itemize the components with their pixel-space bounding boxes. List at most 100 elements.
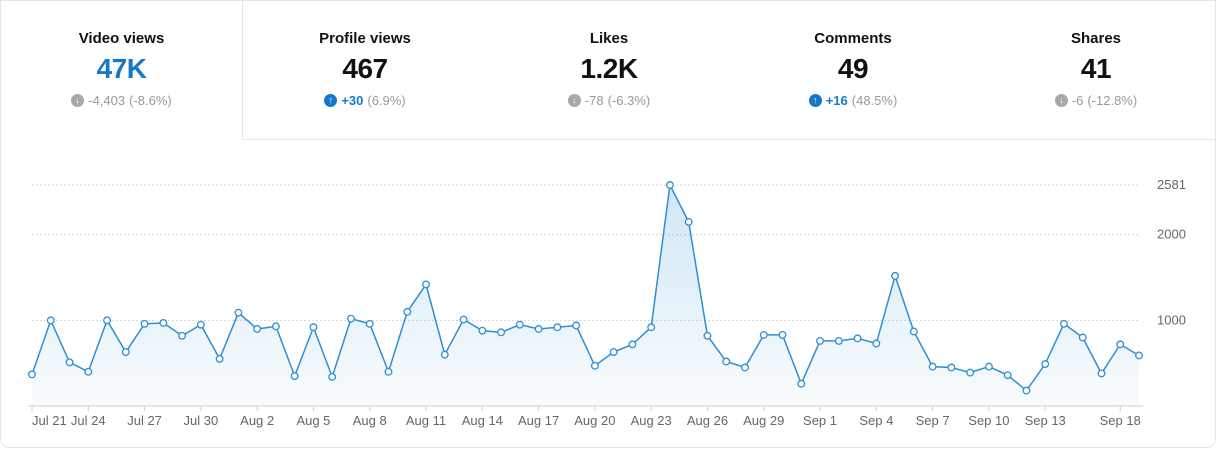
data-point[interactable] — [647, 323, 656, 332]
data-point[interactable] — [759, 330, 768, 339]
data-point[interactable] — [309, 323, 318, 332]
tab-comments[interactable]: Comments 49 ↑ +16 (48.5%) — [731, 1, 975, 139]
tab-shares[interactable]: Shares 41 ↓ -6 (-12.8%) — [975, 1, 1217, 139]
data-point[interactable] — [459, 315, 468, 324]
y-tick-label: 2000 — [1157, 227, 1186, 242]
data-point[interactable] — [28, 370, 36, 379]
data-point[interactable] — [553, 323, 562, 332]
data-point[interactable] — [422, 280, 430, 289]
data-point[interactable] — [440, 350, 449, 359]
data-point[interactable] — [46, 316, 55, 325]
tab-value: 1.2K — [580, 53, 638, 84]
chart-svg: 1000 2000 2581 Jul 21 Jul 24 Jul 27 Jul 30 Aug … — [28, 177, 1186, 428]
delta-change: +16 — [825, 93, 848, 108]
data-point[interactable] — [741, 363, 749, 372]
data-point[interactable] — [947, 363, 956, 372]
data-point[interactable] — [1041, 360, 1050, 368]
data-point[interactable] — [816, 336, 824, 345]
data-point[interactable] — [140, 319, 149, 328]
delta-percent: (-12.8%) — [1087, 93, 1138, 108]
data-point[interactable] — [515, 320, 524, 329]
data-point[interactable] — [872, 339, 881, 348]
x-tick-label: Sep 1 — [803, 413, 837, 428]
data-point[interactable] — [1078, 333, 1087, 342]
data-point[interactable] — [891, 271, 900, 280]
data-point[interactable] — [497, 328, 506, 337]
data-point[interactable] — [478, 326, 487, 335]
data-point[interactable] — [215, 354, 224, 363]
x-tick-label: Aug 5 — [296, 413, 330, 428]
x-tick-label: Sep 18 — [1100, 413, 1141, 428]
data-point[interactable] — [253, 324, 262, 333]
data-point[interactable] — [703, 331, 712, 340]
delta-percent: (6.9%) — [367, 93, 406, 108]
delta-percent: (-8.6%) — [129, 93, 172, 108]
data-point[interactable] — [65, 358, 74, 367]
x-tick-label: Jul 21 — [32, 413, 67, 428]
x-tick-label: Sep 7 — [916, 413, 950, 428]
data-point[interactable] — [384, 367, 393, 376]
data-point[interactable] — [853, 334, 862, 343]
data-point[interactable] — [103, 316, 112, 325]
arrow-up-icon: ↑ — [324, 94, 338, 107]
data-point[interactable] — [1135, 351, 1143, 360]
data-point[interactable] — [196, 320, 205, 329]
data-point[interactable] — [609, 348, 618, 357]
data-point[interactable] — [590, 361, 599, 370]
data-point[interactable] — [365, 319, 374, 328]
tab-video-views[interactable]: Video views 47K ↓ -4,403 (-8.6%) — [1, 1, 242, 139]
data-point[interactable] — [234, 308, 243, 317]
data-point[interactable] — [159, 318, 168, 327]
tab-likes[interactable]: Likes 1.2K ↓ -78 (-6.3%) — [487, 1, 731, 139]
tab-value: 49 — [837, 53, 869, 84]
delta-change: -78 — [584, 93, 604, 108]
data-point[interactable] — [178, 331, 187, 340]
metric-tabs: Video views 47K ↓ -4,403 (-8.6%) Profile… — [1, 1, 1217, 141]
data-point[interactable] — [1097, 369, 1106, 378]
tab-value: 41 — [1080, 53, 1112, 84]
data-point[interactable] — [628, 340, 637, 349]
data-point[interactable] — [966, 368, 975, 377]
delta-percent: (-6.3%) — [607, 93, 651, 108]
data-point[interactable] — [665, 181, 674, 189]
data-point[interactable] — [534, 324, 543, 333]
x-tick-label: Sep 10 — [968, 413, 1009, 428]
arrow-up-icon: ↑ — [808, 94, 822, 107]
arrow-down-icon: ↓ — [71, 94, 85, 107]
delta-change: -6 — [1071, 93, 1084, 108]
data-point[interactable] — [1059, 319, 1068, 328]
data-point[interactable] — [1003, 371, 1012, 380]
tab-profile-views[interactable]: Profile views 467 ↑ +30 (6.9%) — [243, 1, 487, 139]
data-point[interactable] — [797, 379, 806, 388]
data-point[interactable] — [722, 357, 731, 366]
tab-value: 47K — [96, 53, 147, 84]
tab-label: Video views — [78, 30, 165, 47]
tab-label: Likes — [589, 30, 629, 47]
tabs-background — [242, 1, 1217, 140]
data-point[interactable] — [1022, 386, 1031, 395]
data-point[interactable] — [909, 327, 918, 336]
tab-label: Shares — [1070, 30, 1122, 47]
x-tick-label: Jul 27 — [127, 413, 162, 428]
y-tick-label: 2581 — [1157, 177, 1186, 192]
x-tick-label: Aug 26 — [687, 413, 728, 428]
data-point[interactable] — [121, 348, 130, 357]
data-point[interactable] — [684, 217, 693, 226]
tab-delta: ↑ +16 (48.5%) — [731, 93, 975, 108]
tab-label: Profile views — [319, 30, 411, 47]
data-point[interactable] — [403, 307, 412, 316]
data-point[interactable] — [328, 372, 337, 381]
data-point[interactable] — [984, 362, 993, 371]
data-point[interactable] — [271, 322, 280, 331]
data-point[interactable] — [347, 314, 355, 323]
data-point[interactable] — [1116, 340, 1125, 349]
data-point[interactable] — [778, 330, 787, 339]
data-point[interactable] — [84, 367, 93, 376]
data-point[interactable] — [928, 362, 937, 371]
x-tick-label: Aug 29 — [743, 413, 784, 428]
data-point[interactable] — [834, 336, 843, 345]
tab-delta: ↓ -4,403 (-8.6%) — [1, 93, 242, 108]
delta-change: -4,403 — [88, 93, 126, 108]
data-point[interactable] — [290, 372, 299, 380]
data-point[interactable] — [572, 321, 581, 330]
